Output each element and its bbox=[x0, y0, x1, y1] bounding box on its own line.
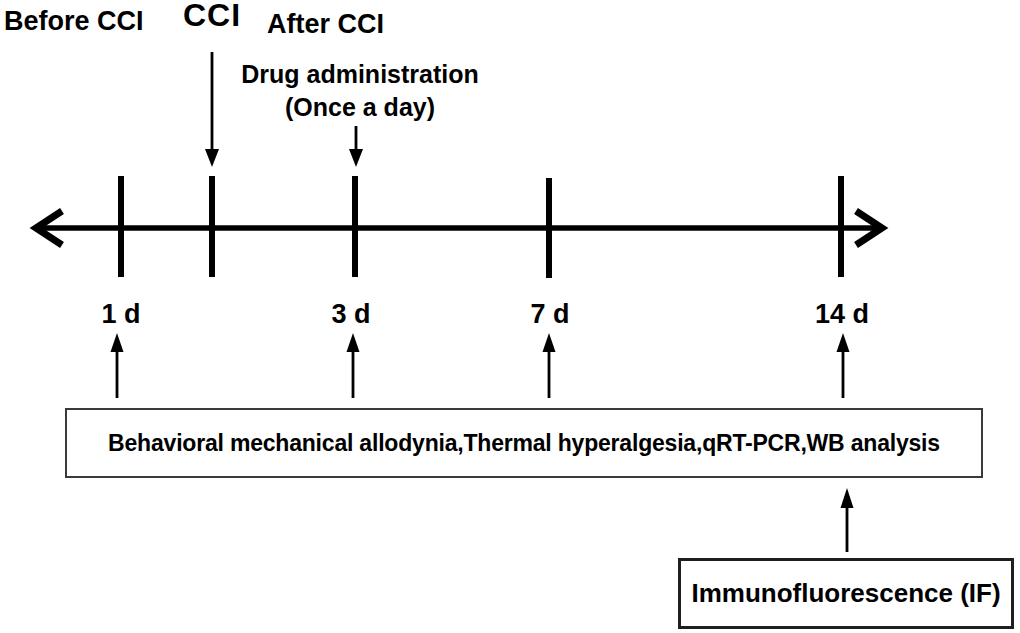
experimental-timeline-diagram: Before CCI CCI After CCI Drug administra… bbox=[0, 0, 1020, 633]
up-arrowhead-14d-icon bbox=[837, 333, 850, 352]
up-arrowhead-7d-icon bbox=[543, 333, 556, 352]
timepoint-label-1d: 1 d bbox=[71, 300, 171, 330]
before-cci-label: Before CCI bbox=[4, 7, 144, 37]
after-cci-label: After CCI bbox=[267, 10, 384, 40]
cci-down-arrowhead-icon bbox=[205, 149, 219, 167]
cci-label: CCI bbox=[183, 0, 241, 33]
up-arrowhead-3d-icon bbox=[347, 333, 360, 352]
timepoint-label-14d: 14 d bbox=[792, 300, 892, 330]
up-arrowhead-1d-icon bbox=[111, 333, 124, 352]
assay-box-label: Behavioral mechanical allodynia,Thermal … bbox=[108, 430, 940, 457]
drug-administration-line1: Drug administration bbox=[220, 58, 500, 91]
drug-administration-label: Drug administration (Once a day) bbox=[220, 58, 500, 123]
timepoint-label-3d: 3 d bbox=[301, 300, 401, 330]
timepoint-label-7d: 7 d bbox=[500, 300, 600, 330]
drug-administration-line2: (Once a day) bbox=[220, 91, 500, 124]
if-up-arrowhead-icon bbox=[841, 488, 854, 508]
assay-box: Behavioral mechanical allodynia,Thermal … bbox=[65, 408, 983, 478]
immunofluorescence-box-label: Immunofluorescence (IF) bbox=[691, 578, 1000, 609]
drug-down-arrowhead-icon bbox=[349, 149, 363, 167]
immunofluorescence-box: Immunofluorescence (IF) bbox=[678, 558, 1014, 629]
